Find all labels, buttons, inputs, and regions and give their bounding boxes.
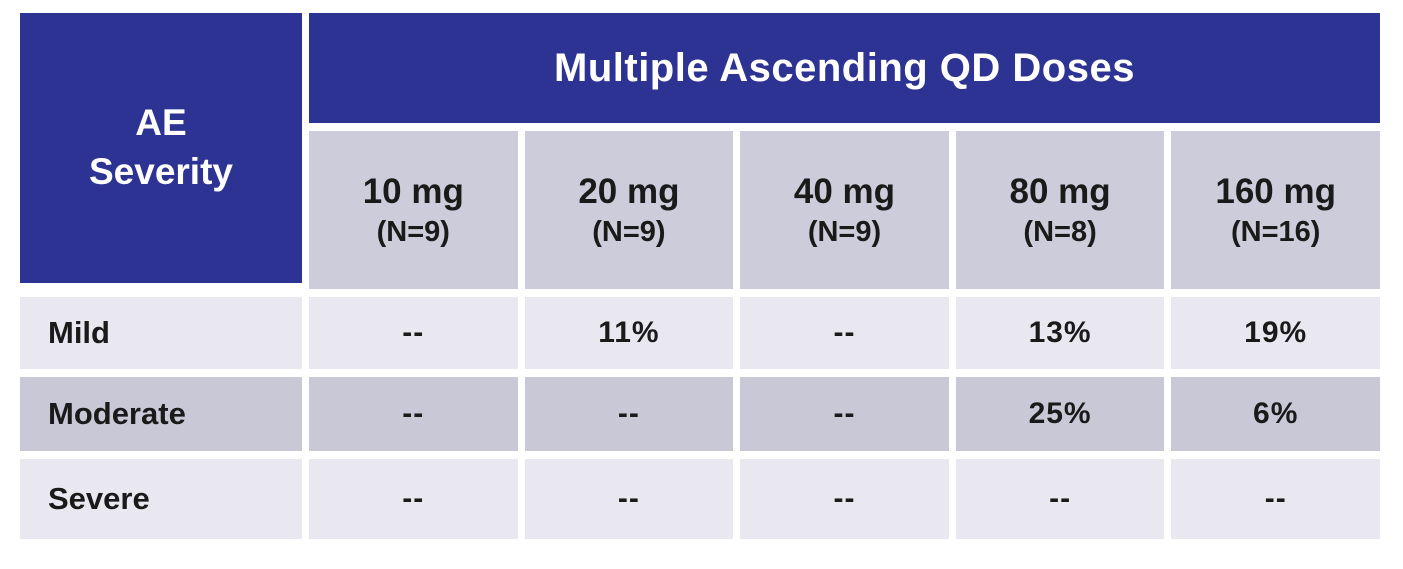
cell-severe-10mg: --: [309, 459, 518, 539]
column-header-20mg: 20 mg (N=9): [524, 131, 734, 289]
dose-label: 160 mg: [1215, 172, 1336, 211]
row-label-severe: Severe: [20, 459, 302, 539]
dose-label: 80 mg: [1009, 172, 1111, 211]
column-header-160mg: 160 mg (N=16): [1171, 131, 1380, 289]
cell-severe-40mg: --: [740, 459, 949, 539]
ae-severity-table: AE Severity Multiple Ascending QD Doses …: [20, 13, 1380, 539]
n-label: (N=9): [376, 215, 450, 248]
corner-header-line1: AE: [135, 102, 187, 144]
cell-moderate-40mg: --: [740, 377, 949, 451]
column-header-40mg: 40 mg (N=9): [740, 131, 949, 289]
corner-header-line2: Severity: [89, 151, 233, 192]
cell-mild-20mg: 11%: [524, 297, 734, 369]
cell-mild-40mg: --: [740, 297, 949, 369]
cell-moderate-20mg: --: [524, 377, 734, 451]
n-label: (N=16): [1230, 215, 1321, 248]
dose-label: 20 mg: [578, 172, 680, 211]
cell-moderate-10mg: --: [309, 377, 518, 451]
group-header-multiple-ascending-qd-doses: Multiple Ascending QD Doses: [309, 13, 1380, 123]
cell-moderate-160mg: 6%: [1171, 377, 1380, 451]
cell-severe-20mg: --: [524, 459, 734, 539]
row-label-moderate: Moderate: [20, 377, 302, 451]
cell-mild-10mg: --: [309, 297, 518, 369]
cell-severe-80mg: --: [955, 459, 1165, 539]
n-label: (N=9): [592, 215, 666, 248]
row-label-mild: Mild: [20, 297, 302, 369]
column-header-10mg: 10 mg (N=9): [309, 131, 518, 289]
dose-label: 40 mg: [793, 172, 896, 211]
n-label: (N=8): [1023, 215, 1097, 248]
dose-label: 10 mg: [362, 172, 464, 211]
corner-header-ae-severity: AE Severity: [20, 13, 302, 283]
cell-moderate-80mg: 25%: [955, 377, 1165, 451]
cell-severe-160mg: --: [1171, 459, 1380, 539]
column-header-80mg: 80 mg (N=8): [955, 131, 1165, 289]
cell-mild-160mg: 19%: [1171, 297, 1380, 369]
cell-mild-80mg: 13%: [955, 297, 1165, 369]
n-label: (N=9): [807, 215, 882, 248]
